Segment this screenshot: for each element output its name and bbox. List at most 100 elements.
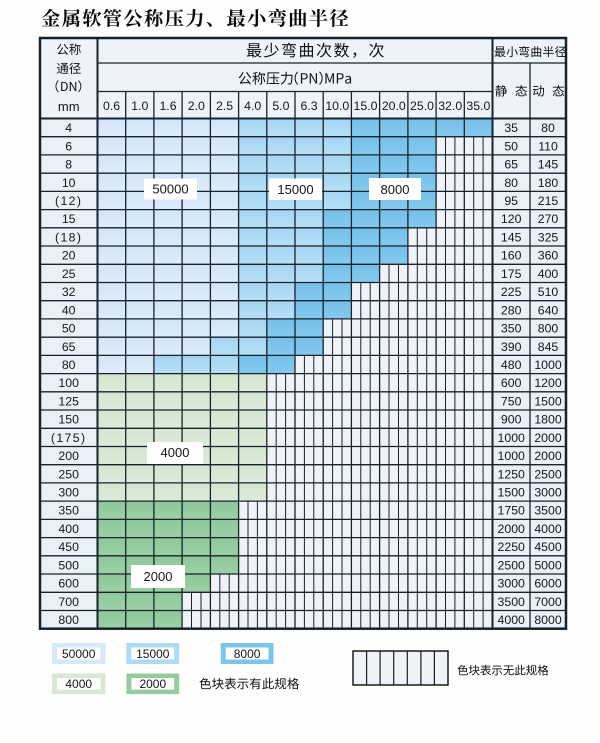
svg-text:450: 450 (58, 540, 79, 554)
svg-text:280: 280 (501, 303, 522, 317)
svg-text:120: 120 (501, 212, 522, 226)
svg-text:1500: 1500 (498, 486, 526, 500)
svg-text:3500: 3500 (534, 504, 562, 518)
svg-text:1000: 1000 (498, 431, 526, 445)
svg-text:100: 100 (58, 376, 79, 390)
svg-text:4.0: 4.0 (244, 99, 261, 113)
svg-text:1250: 1250 (498, 467, 526, 481)
svg-text:600: 600 (501, 376, 522, 390)
svg-text:5000: 5000 (534, 558, 562, 572)
svg-text:2000: 2000 (534, 431, 562, 445)
svg-text:1500: 1500 (534, 394, 562, 408)
svg-text:10.0: 10.0 (325, 99, 349, 113)
svg-text:3500: 3500 (498, 595, 526, 609)
svg-text:800: 800 (58, 613, 79, 627)
svg-text:4000: 4000 (161, 445, 190, 460)
svg-text:8000: 8000 (234, 647, 261, 661)
svg-text:80: 80 (541, 121, 555, 135)
svg-text:2500: 2500 (534, 467, 562, 481)
svg-text:250: 250 (58, 467, 79, 481)
svg-text:2500: 2500 (498, 558, 526, 572)
svg-text:600: 600 (58, 577, 79, 591)
svg-text:325: 325 (538, 230, 559, 244)
svg-text:mm: mm (58, 99, 80, 114)
svg-text:7000: 7000 (534, 595, 562, 609)
svg-text:25: 25 (62, 267, 76, 281)
svg-text:15000: 15000 (136, 647, 170, 661)
svg-text:4000: 4000 (498, 613, 526, 627)
svg-text:1.0: 1.0 (131, 99, 148, 113)
svg-text:15: 15 (62, 212, 76, 226)
svg-text:700: 700 (58, 595, 79, 609)
svg-text:3000: 3000 (534, 486, 562, 500)
svg-text:0.6: 0.6 (103, 99, 120, 113)
svg-text:350: 350 (58, 504, 79, 518)
svg-text:2250: 2250 (498, 540, 526, 554)
svg-text:50000: 50000 (62, 647, 96, 661)
svg-text:5.0: 5.0 (272, 99, 289, 113)
svg-text:1000: 1000 (498, 449, 526, 463)
svg-text:65: 65 (504, 158, 518, 172)
svg-text:8000: 8000 (381, 182, 410, 197)
svg-text:270: 270 (538, 212, 559, 226)
svg-text:32: 32 (62, 285, 76, 299)
svg-text:50: 50 (62, 322, 76, 336)
svg-text:225: 225 (501, 285, 522, 299)
svg-text:2000: 2000 (498, 522, 526, 536)
svg-text:40: 40 (62, 303, 76, 317)
svg-text:8: 8 (65, 158, 72, 172)
svg-text:10: 10 (62, 176, 76, 190)
svg-text:125: 125 (58, 394, 79, 408)
svg-text:110: 110 (538, 139, 558, 153)
svg-text:750: 750 (501, 394, 522, 408)
svg-text:150: 150 (58, 413, 79, 427)
svg-text:(175): (175) (51, 431, 87, 445)
svg-text:15.0: 15.0 (354, 99, 378, 113)
svg-text:4000: 4000 (65, 677, 92, 691)
svg-text:845: 845 (538, 340, 559, 354)
svg-text:160: 160 (501, 249, 522, 263)
svg-text:175: 175 (501, 267, 522, 281)
svg-text:1200: 1200 (534, 376, 562, 390)
svg-text:95: 95 (504, 194, 518, 208)
svg-text:4500: 4500 (534, 540, 562, 554)
svg-text:480: 480 (501, 358, 522, 372)
svg-text:400: 400 (538, 267, 559, 281)
svg-text:4000: 4000 (534, 522, 562, 536)
svg-text:15000: 15000 (277, 182, 313, 197)
svg-text:35.0: 35.0 (466, 99, 490, 113)
svg-text:2000: 2000 (534, 449, 562, 463)
svg-text:215: 215 (538, 194, 559, 208)
svg-text:2.5: 2.5 (216, 99, 233, 113)
svg-text:65: 65 (62, 340, 76, 354)
svg-text:(18): (18) (55, 230, 82, 244)
svg-text:6.3: 6.3 (301, 99, 318, 113)
svg-text:200: 200 (58, 449, 79, 463)
svg-text:6000: 6000 (534, 577, 562, 591)
svg-text:2000: 2000 (144, 569, 173, 584)
svg-text:300: 300 (58, 486, 79, 500)
svg-text:25.0: 25.0 (410, 99, 434, 113)
svg-text:350: 350 (501, 322, 522, 336)
svg-text:8000: 8000 (534, 613, 562, 627)
svg-text:50: 50 (504, 139, 518, 153)
svg-text:1.6: 1.6 (159, 99, 176, 113)
svg-text:510: 510 (538, 285, 559, 299)
svg-text:32.0: 32.0 (438, 99, 462, 113)
svg-text:400: 400 (58, 522, 79, 536)
svg-text:2000: 2000 (139, 677, 166, 691)
svg-text:(12): (12) (55, 194, 82, 208)
svg-text:500: 500 (58, 558, 79, 572)
svg-text:3000: 3000 (498, 577, 526, 591)
svg-text:1750: 1750 (498, 504, 526, 518)
svg-text:80: 80 (62, 358, 76, 372)
svg-text:2.0: 2.0 (188, 99, 205, 113)
svg-text:390: 390 (501, 340, 522, 354)
svg-text:80: 80 (504, 176, 518, 190)
svg-text:1800: 1800 (534, 413, 562, 427)
svg-text:35: 35 (504, 121, 518, 135)
svg-text:640: 640 (538, 303, 559, 317)
svg-text:800: 800 (538, 322, 559, 336)
svg-text:145: 145 (501, 230, 522, 244)
svg-text:50000: 50000 (152, 182, 188, 197)
